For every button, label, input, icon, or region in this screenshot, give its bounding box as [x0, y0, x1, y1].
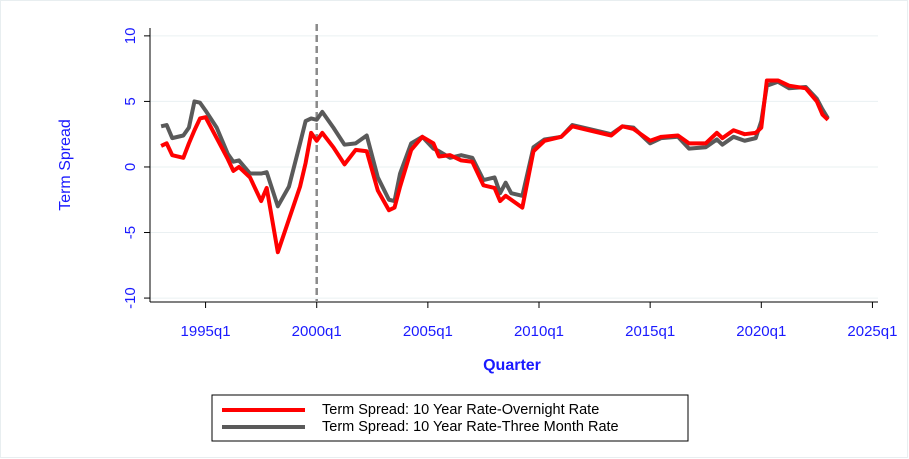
x-tick-label: 2005q1	[403, 323, 453, 340]
y-tick-label: 0	[122, 163, 139, 171]
series-line	[160, 79, 830, 209]
legend-box	[211, 394, 689, 442]
y-tick-label: -5	[122, 226, 139, 239]
y-axis-title: Term Spread	[57, 119, 74, 211]
x-tick-label: 2020q1	[736, 323, 786, 340]
x-tick-label: 2010q1	[514, 323, 564, 340]
x-tick-label: 2025q1	[847, 323, 897, 340]
y-tick-label: 5	[122, 97, 139, 105]
x-axis-title: Quarter	[483, 357, 541, 374]
legend-label: Term Spread: 10 Year Rate-Three Month Ra…	[322, 419, 619, 435]
x-tick-label: 2000q1	[292, 323, 342, 340]
legend-label: Term Spread: 10 Year Rate-Overnight Rate	[322, 402, 599, 418]
x-tick-label: 1995q1	[181, 323, 231, 340]
series-line	[160, 78, 830, 255]
y-tick-label: -10	[122, 287, 139, 309]
x-tick-label: 2015q1	[625, 323, 675, 340]
y-tick-label: 10	[122, 28, 139, 45]
